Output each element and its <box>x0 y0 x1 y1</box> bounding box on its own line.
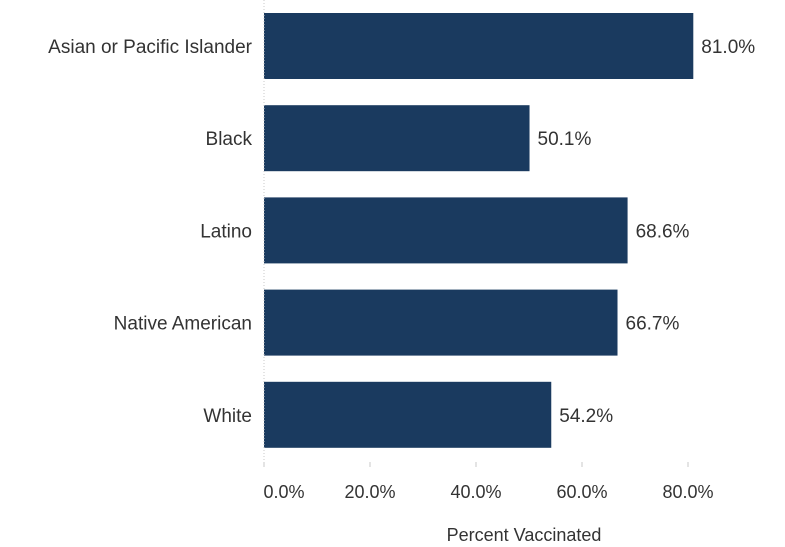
category-label-latino: Latino <box>200 221 252 242</box>
value-label-asian-or-pacific-islander: 81.0% <box>701 37 755 58</box>
x-tick-label-40: 40.0% <box>450 482 501 502</box>
x-tick-label-60: 60.0% <box>556 482 607 502</box>
bars-layer <box>264 13 694 448</box>
value-labels: 81.0% 50.1% 68.6% 66.7% 54.2% <box>538 37 756 427</box>
value-label-native-american: 66.7% <box>626 314 680 335</box>
x-tick-label-20: 20.0% <box>344 482 395 502</box>
category-label-asian-or-pacific-islander: Asian or Pacific Islander <box>48 37 252 58</box>
x-axis-title: Percent Vaccinated <box>447 525 602 545</box>
x-tick-label-0: 0.0% <box>263 482 304 502</box>
bar-asian-or-pacific-islander <box>264 13 694 79</box>
value-label-black: 50.1% <box>538 129 592 150</box>
value-label-latino: 68.6% <box>636 221 690 242</box>
category-label-native-american: Native American <box>114 314 252 335</box>
value-label-white: 54.2% <box>559 406 613 427</box>
bar-native-american <box>264 289 618 356</box>
category-label-white: White <box>203 406 252 427</box>
bar-white <box>264 381 552 448</box>
x-axis: 0.0% 20.0% 40.0% 60.0% 80.0% <box>263 0 714 502</box>
category-labels: Asian or Pacific Islander Black Latino Nati… <box>48 37 252 427</box>
category-label-black: Black <box>206 129 253 150</box>
bar-latino <box>264 197 628 264</box>
bar-black <box>264 105 530 172</box>
x-tick-label-80: 80.0% <box>662 482 713 502</box>
